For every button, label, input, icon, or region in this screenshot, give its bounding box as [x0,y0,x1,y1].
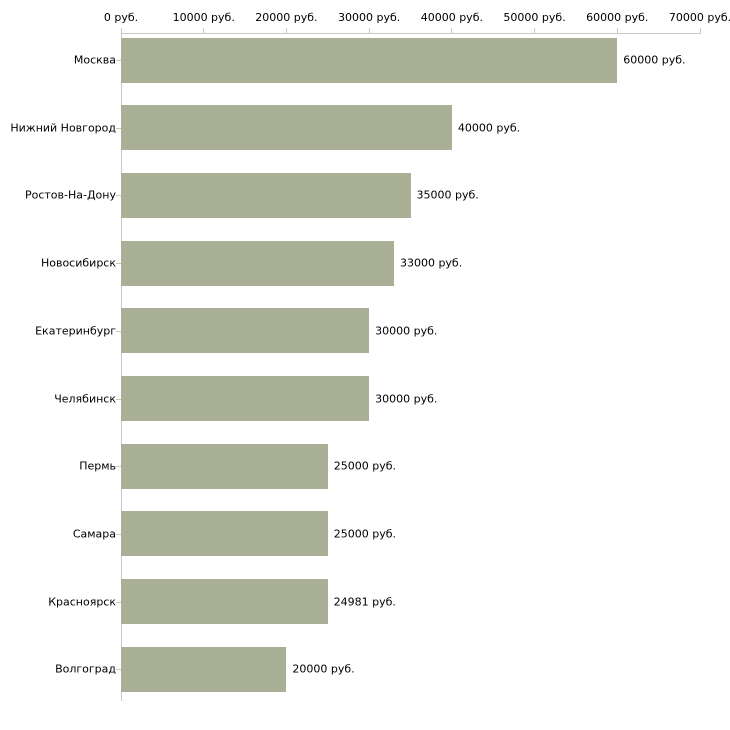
value-label: 24981 руб. [333,595,396,609]
y-tick [116,195,121,197]
category-label: Челябинск [54,392,116,405]
category-label: Москва [73,53,116,67]
y-tick [116,263,121,265]
category-label: Самара [72,527,116,541]
x-tick [203,28,205,34]
value-label: 33000 руб. [399,256,463,270]
bar [121,172,411,218]
x-tick [451,28,453,34]
bar [121,646,287,692]
value-label: 30000 руб. [375,392,438,405]
category-label: Новосибирск [40,256,116,270]
x-axis-line [121,33,700,34]
y-tick [116,466,121,468]
bar [121,443,328,489]
y-tick [116,398,121,400]
x-tick-label: 50000 руб. [503,11,566,24]
bar [121,511,328,557]
y-tick [116,330,121,332]
category-label: Красноярск [48,595,116,609]
bar [121,579,328,625]
x-tick [285,28,287,34]
x-tick-label: 30000 руб. [338,11,401,24]
category-label: Волгоград [55,662,116,676]
y-tick [116,127,121,129]
value-label: 20000 руб. [292,662,355,676]
bar [121,37,618,83]
bar [121,105,452,151]
x-tick-label: 20000 руб. [255,11,318,24]
category-label: Ростов-На-Дону [24,188,116,202]
bar [121,376,370,421]
category-label: Пермь [79,459,116,473]
y-tick [116,533,121,535]
y-axis-line [121,33,122,701]
x-tick [616,28,618,34]
x-tick [534,28,536,34]
value-label: 35000 руб. [416,188,479,202]
x-tick-label: 10000 руб. [172,11,235,24]
value-label: 30000 руб. [375,324,438,338]
bar [121,240,394,286]
y-tick [116,669,121,671]
value-label: 60000 руб. [623,53,686,67]
x-tick-label: 70000 руб. [668,11,730,24]
category-label: Нижний Новгород [10,121,116,135]
category-label: Екатеринбург [35,324,116,338]
x-tick [120,28,122,34]
value-label: 25000 руб. [333,527,397,541]
value-label: 25000 руб. [333,459,397,473]
x-tick-label: 40000 руб. [420,11,483,24]
x-tick [368,28,370,34]
y-tick [116,60,121,61]
x-tick [699,28,701,34]
bar [121,308,370,354]
x-tick-label: 60000 руб. [586,11,649,24]
x-tick-label: 0 руб. [103,11,139,24]
value-label: 40000 руб. [457,121,521,135]
y-tick [116,601,121,603]
